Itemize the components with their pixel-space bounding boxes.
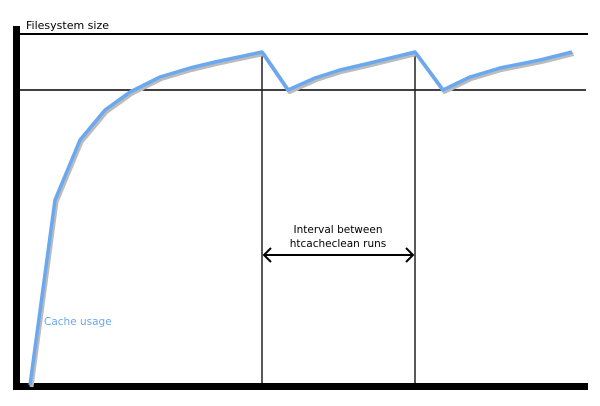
interval-label-line2: htcacheclean runs [290, 238, 387, 250]
cache-usage-line [28, 50, 573, 386]
series-label: Cache usage [44, 316, 112, 328]
cache-usage-shadow [29, 52, 574, 388]
interval-label-line1: Interval between [294, 224, 383, 236]
y-axis [13, 26, 20, 390]
y-axis-label: Filesystem size [26, 19, 109, 32]
x-axis [13, 383, 588, 390]
interval-arrow [262, 247, 415, 263]
